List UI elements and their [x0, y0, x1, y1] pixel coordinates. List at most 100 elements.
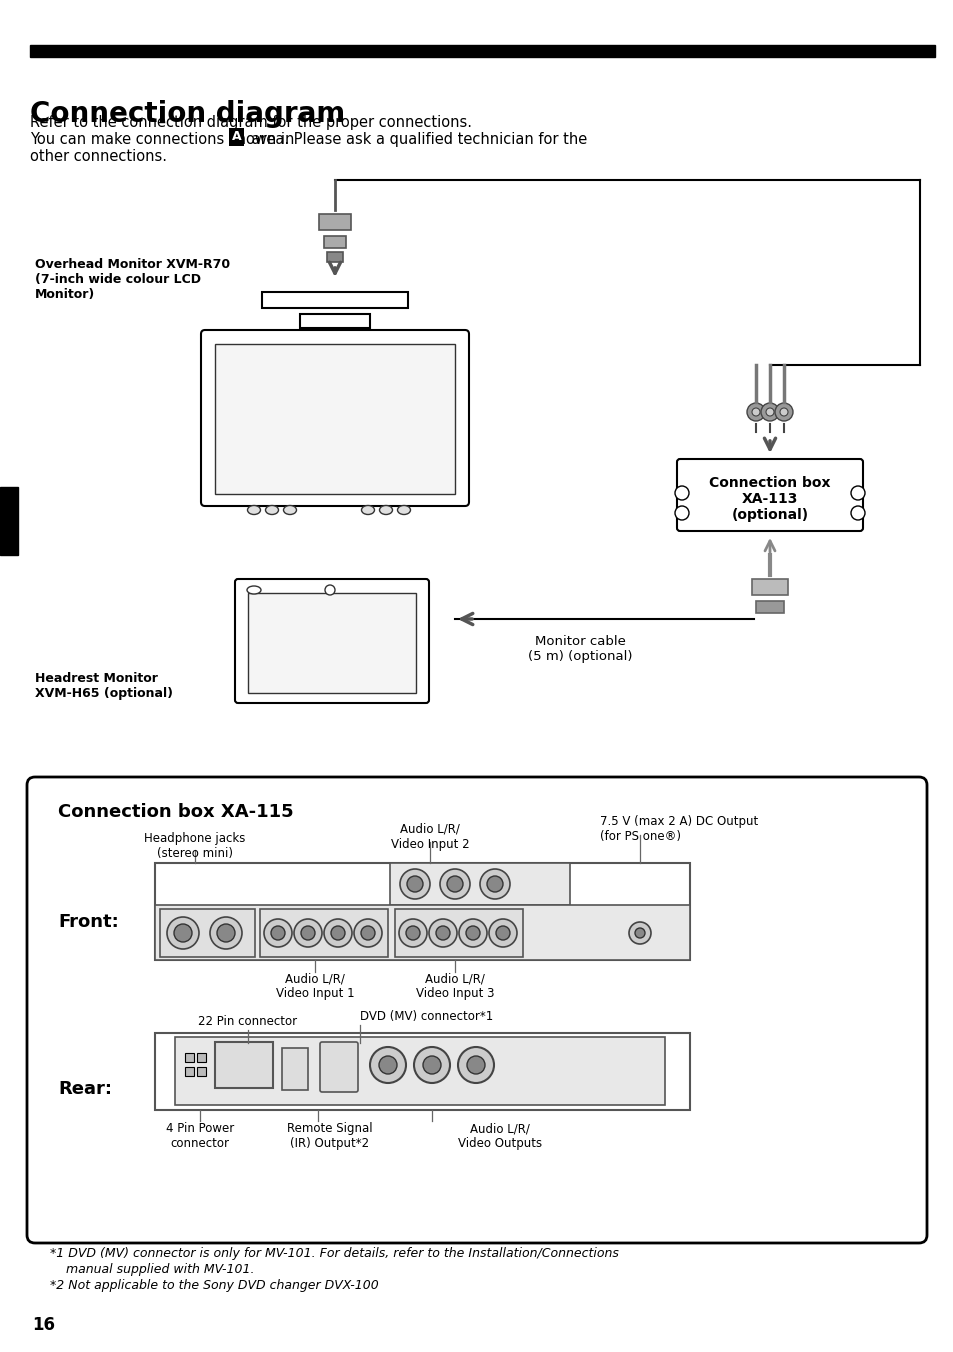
- Bar: [196, 1067, 206, 1076]
- Bar: [299, 314, 370, 329]
- Bar: [185, 1067, 193, 1076]
- Circle shape: [370, 1046, 406, 1083]
- Circle shape: [407, 876, 422, 892]
- Text: Audio L/R/
Video Input 3: Audio L/R/ Video Input 3: [416, 972, 494, 1000]
- Text: Audio L/R/
Video Input 1: Audio L/R/ Video Input 1: [275, 972, 354, 1000]
- Text: Connection box XA-115: Connection box XA-115: [58, 803, 294, 821]
- Ellipse shape: [379, 506, 392, 515]
- Circle shape: [675, 485, 688, 500]
- Circle shape: [173, 923, 192, 942]
- Circle shape: [479, 869, 510, 899]
- Text: 4 Pin Power
connector: 4 Pin Power connector: [166, 1122, 233, 1151]
- Bar: [154, 1033, 689, 1110]
- Bar: [154, 904, 689, 960]
- Text: Overhead Monitor XVM-R70
(7-inch wide colour LCD
Monitor): Overhead Monitor XVM-R70 (7-inch wide co…: [35, 258, 230, 301]
- Circle shape: [324, 919, 352, 946]
- Circle shape: [496, 926, 510, 940]
- Circle shape: [780, 408, 787, 416]
- Circle shape: [216, 923, 234, 942]
- Text: A: A: [232, 130, 241, 143]
- Text: Remote Signal
(IR) Output*2: Remote Signal (IR) Output*2: [287, 1122, 373, 1151]
- Text: Monitor cable
(5 m) (optional): Monitor cable (5 m) (optional): [527, 635, 632, 662]
- Text: Connection box
XA-113
(optional): Connection box XA-113 (optional): [708, 476, 830, 522]
- Bar: [214, 1042, 273, 1088]
- Ellipse shape: [397, 506, 410, 515]
- Text: Headrest Monitor
XVM-H65 (optional): Headrest Monitor XVM-H65 (optional): [35, 672, 172, 700]
- Circle shape: [751, 408, 760, 416]
- Circle shape: [458, 919, 486, 946]
- Ellipse shape: [247, 585, 261, 594]
- Text: Headphone jacks
(stereo mini): Headphone jacks (stereo mini): [144, 831, 246, 860]
- Circle shape: [465, 926, 479, 940]
- Text: Front:: Front:: [58, 913, 118, 932]
- Bar: [154, 863, 689, 960]
- Bar: [160, 909, 254, 957]
- Circle shape: [354, 919, 381, 946]
- Circle shape: [746, 403, 764, 420]
- Ellipse shape: [283, 506, 296, 515]
- FancyBboxPatch shape: [319, 1042, 357, 1092]
- Text: *2 Not applicable to the Sony DVD changer DVX-100: *2 Not applicable to the Sony DVD change…: [50, 1279, 378, 1293]
- Bar: [196, 1053, 206, 1063]
- Ellipse shape: [265, 506, 278, 515]
- Circle shape: [628, 922, 650, 944]
- Circle shape: [457, 1046, 494, 1083]
- Circle shape: [399, 869, 430, 899]
- Circle shape: [436, 926, 450, 940]
- Text: Refer to the connection diagram for the proper connections.: Refer to the connection diagram for the …: [30, 115, 472, 130]
- Circle shape: [210, 917, 242, 949]
- Circle shape: [850, 506, 864, 521]
- Circle shape: [406, 926, 419, 940]
- Circle shape: [439, 869, 470, 899]
- Circle shape: [264, 919, 292, 946]
- Circle shape: [675, 506, 688, 521]
- Circle shape: [294, 919, 322, 946]
- Circle shape: [414, 1046, 450, 1083]
- Circle shape: [398, 919, 427, 946]
- Bar: [248, 594, 416, 694]
- Bar: [395, 909, 522, 957]
- Circle shape: [447, 876, 462, 892]
- FancyBboxPatch shape: [201, 330, 469, 506]
- Text: Audio L/R/
Video Outputs: Audio L/R/ Video Outputs: [457, 1122, 541, 1151]
- Circle shape: [422, 1056, 440, 1073]
- Circle shape: [360, 926, 375, 940]
- Text: DVD (MV) connector*1: DVD (MV) connector*1: [359, 1010, 493, 1023]
- Circle shape: [774, 403, 792, 420]
- Bar: [390, 863, 569, 904]
- Circle shape: [489, 919, 517, 946]
- Bar: [30, 45, 934, 57]
- Text: area. Please ask a qualified technician for the: area. Please ask a qualified technician …: [247, 132, 587, 147]
- FancyBboxPatch shape: [677, 458, 862, 531]
- Bar: [318, 214, 351, 230]
- Bar: [327, 251, 343, 262]
- Text: Audio L/R/
Video Input 2: Audio L/R/ Video Input 2: [391, 823, 469, 850]
- Ellipse shape: [361, 506, 375, 515]
- Text: You can make connections shown in: You can make connections shown in: [30, 132, 298, 147]
- Bar: [755, 602, 783, 612]
- Circle shape: [331, 926, 345, 940]
- Bar: [262, 292, 408, 308]
- Text: *1 DVD (MV) connector is only for MV-101. For details, refer to the Installation: *1 DVD (MV) connector is only for MV-101…: [50, 1247, 618, 1260]
- Bar: [324, 237, 346, 247]
- Bar: [282, 1048, 308, 1090]
- Circle shape: [283, 1053, 307, 1078]
- Circle shape: [467, 1056, 484, 1073]
- Text: Connection diagram: Connection diagram: [30, 100, 345, 128]
- Circle shape: [325, 585, 335, 595]
- Bar: [751, 579, 787, 595]
- Bar: [214, 343, 455, 493]
- FancyBboxPatch shape: [27, 777, 926, 1242]
- Text: other connections.: other connections.: [30, 149, 167, 164]
- Ellipse shape: [247, 506, 260, 515]
- FancyBboxPatch shape: [234, 579, 429, 703]
- Circle shape: [486, 876, 502, 892]
- Text: Rear:: Rear:: [58, 1080, 112, 1098]
- Bar: [185, 1053, 193, 1063]
- Circle shape: [271, 926, 285, 940]
- Circle shape: [378, 1056, 396, 1073]
- Text: 16: 16: [32, 1315, 55, 1334]
- Circle shape: [850, 485, 864, 500]
- Circle shape: [765, 408, 773, 416]
- Bar: [0, 487, 18, 556]
